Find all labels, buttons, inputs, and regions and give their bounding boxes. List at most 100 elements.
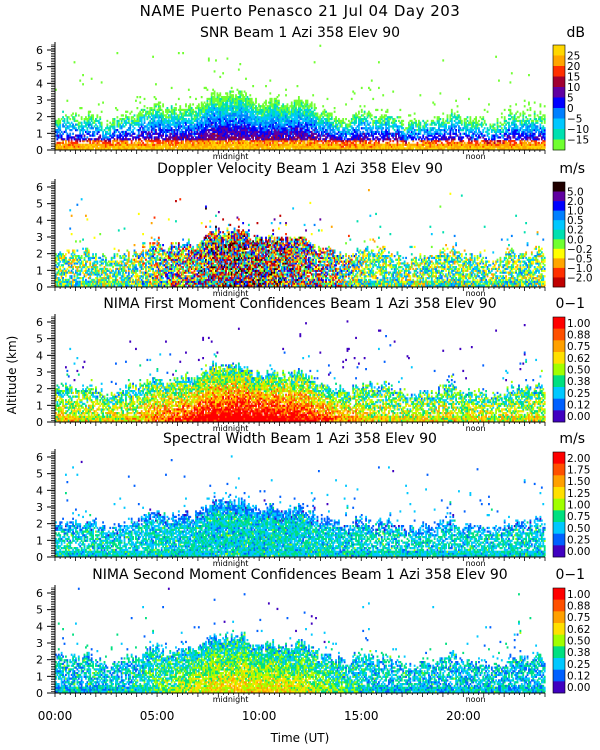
heatmap-cell [139,102,141,104]
heatmap-cell [134,133,136,135]
heatmap-cell [116,109,118,111]
heatmap-cell [314,103,316,105]
heatmap-cell [459,116,461,118]
heatmap-cell [79,80,81,82]
heatmap-cell [69,118,71,120]
heatmap-cell [136,107,138,109]
heatmap-cell [364,111,366,113]
heatmap-cell [81,122,83,124]
heatmap-cell [369,122,371,124]
heatmap-cell [126,111,128,113]
heatmap-cell [345,118,347,120]
heatmap-cell [468,98,470,100]
heatmap-cell [395,120,397,122]
heatmap-cell [98,103,100,105]
heatmap-cell [359,105,361,107]
heatmap-cell [278,100,280,102]
heatmap-cell [72,113,74,115]
heatmap-cell [201,96,203,98]
heatmap-cell [82,74,84,76]
heatmap-cell [367,120,369,122]
heatmap-cell [427,120,429,122]
heatmap-cell [382,94,384,96]
heatmap-cell [101,111,103,113]
heatmap-cell [462,136,464,138]
heatmap-cell [312,94,314,96]
heatmap-cell [189,103,191,105]
heatmap-cell [214,70,216,72]
heatmap-cell [135,100,137,102]
heatmap-cell [195,98,197,100]
heatmap-cell [419,122,421,124]
heatmap-cell [307,100,309,102]
heatmap-cell [146,107,148,109]
heatmap-cell [232,94,234,96]
heatmap-cell [188,89,190,91]
heatmap-cell [399,116,401,118]
heatmap-cell [81,116,83,118]
heatmap-cell [322,105,324,107]
heatmap-cell [241,91,243,93]
heatmap-cell [219,92,221,94]
heatmap-cell [434,116,436,118]
heatmap-cell [434,103,436,105]
heatmap-cell [439,92,441,94]
heatmap-cell [455,100,457,102]
heatmap-cell [271,98,273,100]
heatmap-cell [361,109,363,111]
heatmap-cell [134,114,136,116]
heatmap-cell [451,109,453,111]
heatmap-cell [78,114,80,116]
heatmap-cell [255,98,257,100]
heatmap-cell [269,80,271,82]
heatmap-cell [358,111,360,113]
heatmap-cell [128,116,130,118]
heatmap-cell [92,114,94,116]
heatmap-cell [144,98,146,100]
heatmap-cell [62,111,64,113]
heatmap-cell [345,103,347,105]
heatmap-cell [291,102,293,104]
heatmap-cell [178,98,180,100]
heatmap-cell [162,103,164,105]
heatmap-cell [116,52,118,54]
heatmap-cell [249,94,251,96]
heatmap-cell [442,59,444,61]
x-axis-label: Time (UT) [270,731,330,745]
heatmap-cell [106,120,108,122]
heatmap-cell [214,91,216,93]
heatmap-cell [402,120,404,122]
heatmap-cell [409,114,411,116]
heatmap-cell [134,127,136,129]
heatmap-cell [222,72,224,74]
heatmap-cell [251,98,253,100]
heatmap-cell [171,87,173,89]
heatmap-cell [372,98,374,100]
heatmap-cell [442,118,444,120]
heatmap-cells [55,45,546,150]
heatmap-cell [427,127,429,129]
heatmap-cell [402,124,404,126]
heatmap-cell [342,118,344,120]
heatmap-cell [101,122,103,124]
heatmap-cell [155,129,157,131]
heatmap-cell [179,105,181,107]
heatmap-cell [227,58,229,60]
heatmap-cell [136,96,138,98]
heatmap-cell [89,111,91,113]
heatmap-cell [427,124,429,126]
heatmap-cell [327,98,329,100]
heatmap-cell [74,61,76,63]
heatmap-cell [159,102,161,104]
heatmap-cell [116,116,118,118]
heatmap-cell [232,91,234,93]
heatmap-cell [354,92,356,94]
heatmap-cell [139,96,141,98]
heatmap-cell [461,120,463,122]
heatmap-cell [315,107,317,109]
heatmap-cell [278,94,280,96]
heatmap-cell [381,109,383,111]
heatmap-cell [69,133,71,135]
